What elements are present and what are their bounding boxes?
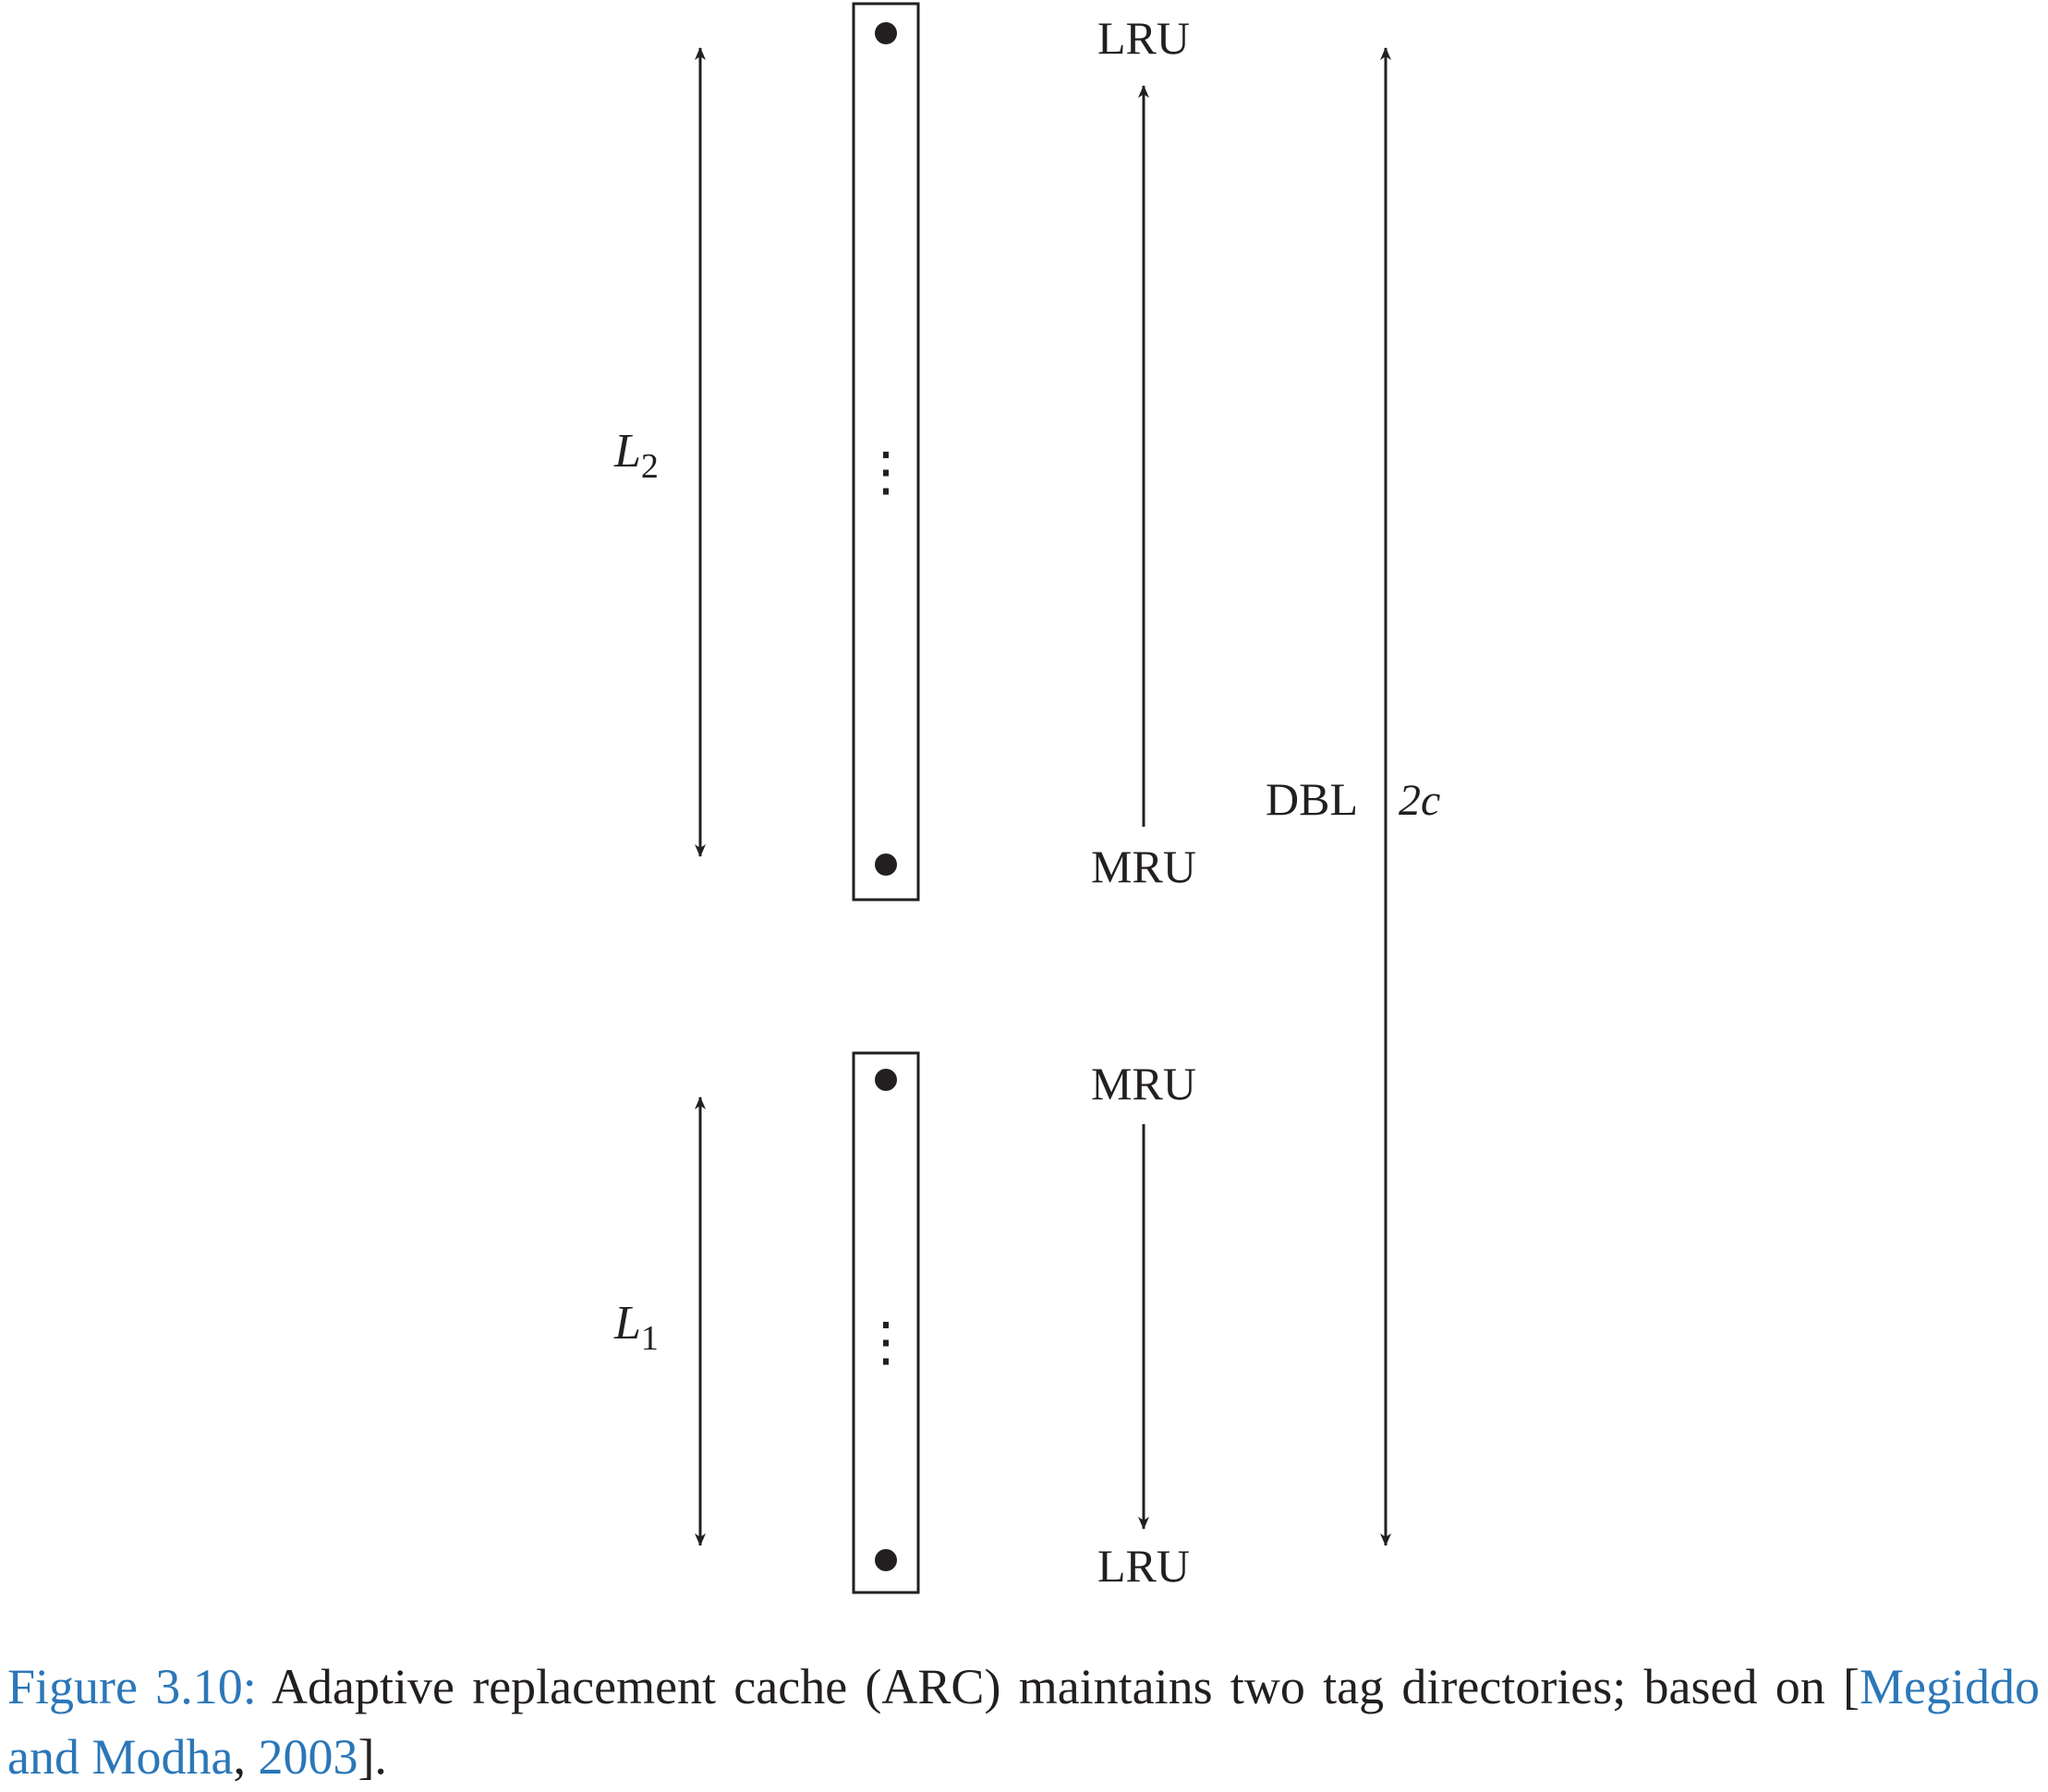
arc-diagram: ⋮ ⋮ L2 L1 LRU MRU MRU LRU DBL 2c [613, 2, 1440, 1594]
caption-end: ]. [357, 1729, 387, 1785]
dbl-label: DBL [1266, 773, 1358, 825]
l2-mru-label: MRU [1091, 841, 1196, 892]
l2-ellipsis: ⋮ [859, 440, 913, 502]
l1-label: L1 [613, 1297, 659, 1358]
figure-caption: Figure 3.10: Adaptive replacement cache … [7, 1652, 2040, 1792]
citation-link-year[interactable]: 2003 [258, 1729, 358, 1785]
l2-directory-box [852, 2, 920, 902]
l1-mru-label: MRU [1091, 1058, 1196, 1109]
dbl-size-label: 2c [1399, 776, 1440, 825]
l2-bottom-entry-dot [875, 854, 897, 876]
l2-lru-label: LRU [1097, 12, 1190, 64]
l2-directory: ⋮ [852, 2, 920, 902]
l1-bottom-entry-dot [875, 1549, 897, 1571]
caption-comma: , [233, 1729, 259, 1785]
l2-top-entry-dot [875, 22, 897, 44]
caption-text: Adaptive replacement cache (ARC) maintai… [256, 1659, 1860, 1714]
l1-directory: ⋮ [852, 1051, 920, 1594]
l1-lru-label: LRU [1097, 1540, 1190, 1592]
l1-directory-box [852, 1051, 920, 1594]
l1-ellipsis: ⋮ [859, 1310, 913, 1373]
figure-number: Figure 3.10: [7, 1659, 257, 1714]
l1-top-entry-dot [875, 1069, 897, 1091]
citation-link-authors[interactable]: Megiddo and Modha [7, 1659, 2040, 1785]
l2-label: L2 [613, 425, 659, 486]
